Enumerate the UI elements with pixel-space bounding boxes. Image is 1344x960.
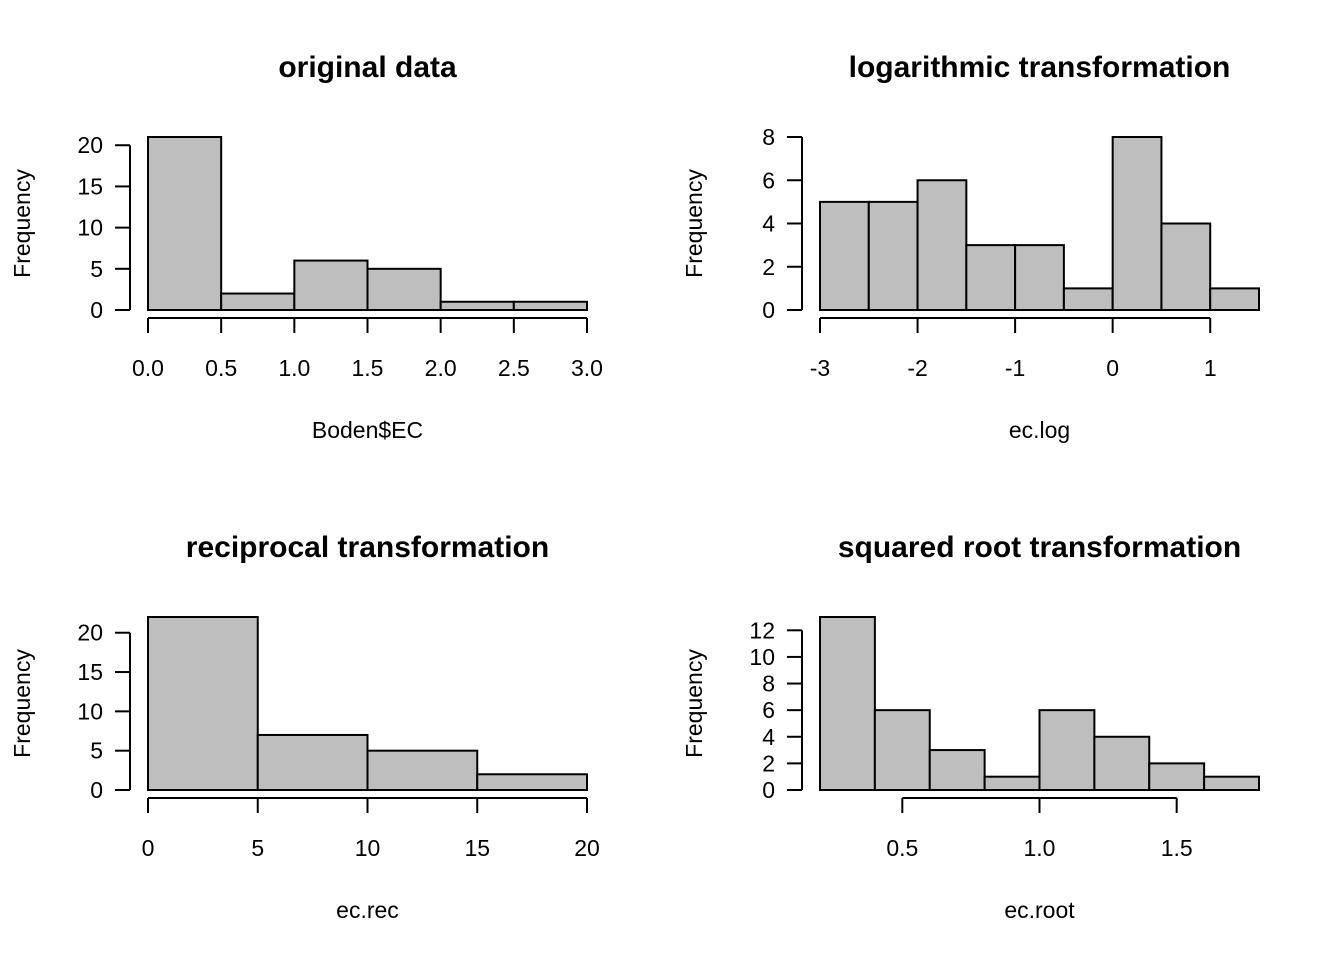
x-tick-label: 10 [355, 835, 381, 861]
histogram-bar [819, 616, 876, 791]
histogram-bar [366, 267, 442, 311]
y-tick-label: 5 [90, 738, 103, 764]
histogram-bar [928, 749, 986, 791]
histogram-bar [1148, 762, 1206, 792]
x-tick-label: -2 [907, 355, 927, 381]
x-tick-label: 5 [251, 835, 264, 861]
x-tick-label: -1 [1005, 355, 1025, 381]
histogram-bar [147, 136, 223, 311]
histogram-bar [1014, 244, 1065, 311]
histogram-bar [1038, 709, 1096, 792]
y-tick-label: 0 [762, 777, 775, 803]
x-tick-label: -3 [810, 355, 830, 381]
y-tick-label: 8 [762, 671, 775, 697]
histogram-bar [1111, 136, 1163, 311]
y-tick-label: 0 [90, 297, 103, 323]
y-axis-label: Frequency [9, 649, 35, 758]
histogram-panel: original data 0.0 0.5 1.0 1.5 2.0 2.5 3.0 0 5 10 15… [9, 51, 603, 443]
x-axis-label: Boden$EC [312, 417, 423, 443]
histogram-bar [220, 292, 296, 311]
y-axis-label: Frequency [681, 649, 707, 758]
histogram-panel: squared root transformation 0.5 1.0 1.5 0246… [681, 531, 1260, 923]
y-tick-label: 0 [762, 297, 775, 323]
histogram-bar [512, 300, 588, 311]
x-tick-label: 0.5 [886, 835, 918, 861]
histogram-bar [916, 179, 968, 311]
x-tick-label: 20 [574, 835, 600, 861]
histogram-bar [873, 709, 931, 792]
x-tick-label: 3.0 [571, 355, 603, 381]
y-tick-label: 5 [90, 256, 103, 282]
x-tick-label: 1.5 [1161, 835, 1193, 861]
chart-title: squared root transformation [838, 531, 1241, 564]
y-tick-label: 2 [762, 750, 775, 776]
y-tick-label: 6 [762, 697, 775, 723]
histogram-bar [1160, 222, 1212, 311]
y-tick-label: 12 [749, 617, 775, 643]
x-tick-label: 1.0 [278, 355, 310, 381]
histogram-bar [965, 244, 1017, 311]
y-tick-label: 10 [77, 698, 103, 724]
chart-title: original data [278, 51, 457, 84]
y-tick-label: 4 [762, 211, 775, 237]
chart-title: logarithmic transformation [849, 51, 1231, 84]
y-tick-label: 15 [77, 173, 103, 199]
histogram-panel: logarithmic transformation -3 -2 -1 0 1 0 2 4 6 8 e… [681, 51, 1260, 443]
y-tick-label: 20 [77, 132, 103, 158]
y-tick-label: 10 [77, 215, 103, 241]
histogram-bar [476, 773, 588, 791]
y-tick-label: 20 [77, 620, 103, 646]
histogram-bar [1209, 287, 1260, 311]
x-tick-label: 2.5 [498, 355, 530, 381]
x-tick-label: 0.0 [132, 355, 164, 381]
histogram-bar [293, 259, 369, 312]
y-tick-label: 15 [77, 659, 103, 685]
histogram-bar [867, 200, 919, 311]
x-tick-label: 15 [464, 835, 490, 861]
histogram-bar [819, 200, 870, 311]
x-tick-label: 2.0 [425, 355, 457, 381]
histogram-bar [1203, 775, 1260, 792]
x-tick-label: 0.5 [205, 355, 237, 381]
x-axis-label: ec.rec [336, 897, 399, 923]
x-tick-label: 0 [1106, 355, 1119, 381]
histogram-bar [1093, 735, 1151, 791]
y-tick-label: 10 [749, 644, 775, 670]
histogram-panel: reciprocal transformation 0 5 10 15 20 0 5 10 15 2… [9, 531, 600, 923]
x-tick-label: 1 [1204, 355, 1217, 381]
x-tick-label: 0 [142, 835, 155, 861]
histogram-bar [983, 775, 1041, 792]
y-tick-label: 6 [762, 167, 775, 193]
y-axis-label: Frequency [681, 169, 707, 278]
y-tick-label: 4 [762, 724, 775, 750]
x-axis-label: ec.root [1004, 897, 1075, 923]
y-axis-label: Frequency [9, 169, 35, 278]
chart-title: reciprocal transformation [186, 531, 549, 564]
y-tick-label: 8 [762, 124, 775, 150]
x-axis-label: ec.log [1009, 417, 1070, 443]
histogram-bar [147, 616, 259, 791]
histogram-bar [256, 733, 369, 791]
y-tick-label: 2 [762, 254, 775, 280]
x-tick-label: 1.0 [1024, 835, 1056, 861]
histogram-bar [366, 749, 479, 792]
histogram-bar [439, 300, 515, 311]
y-tick-label: 0 [90, 777, 103, 803]
histogram-bar [1062, 287, 1114, 311]
x-tick-label: 1.5 [352, 355, 384, 381]
